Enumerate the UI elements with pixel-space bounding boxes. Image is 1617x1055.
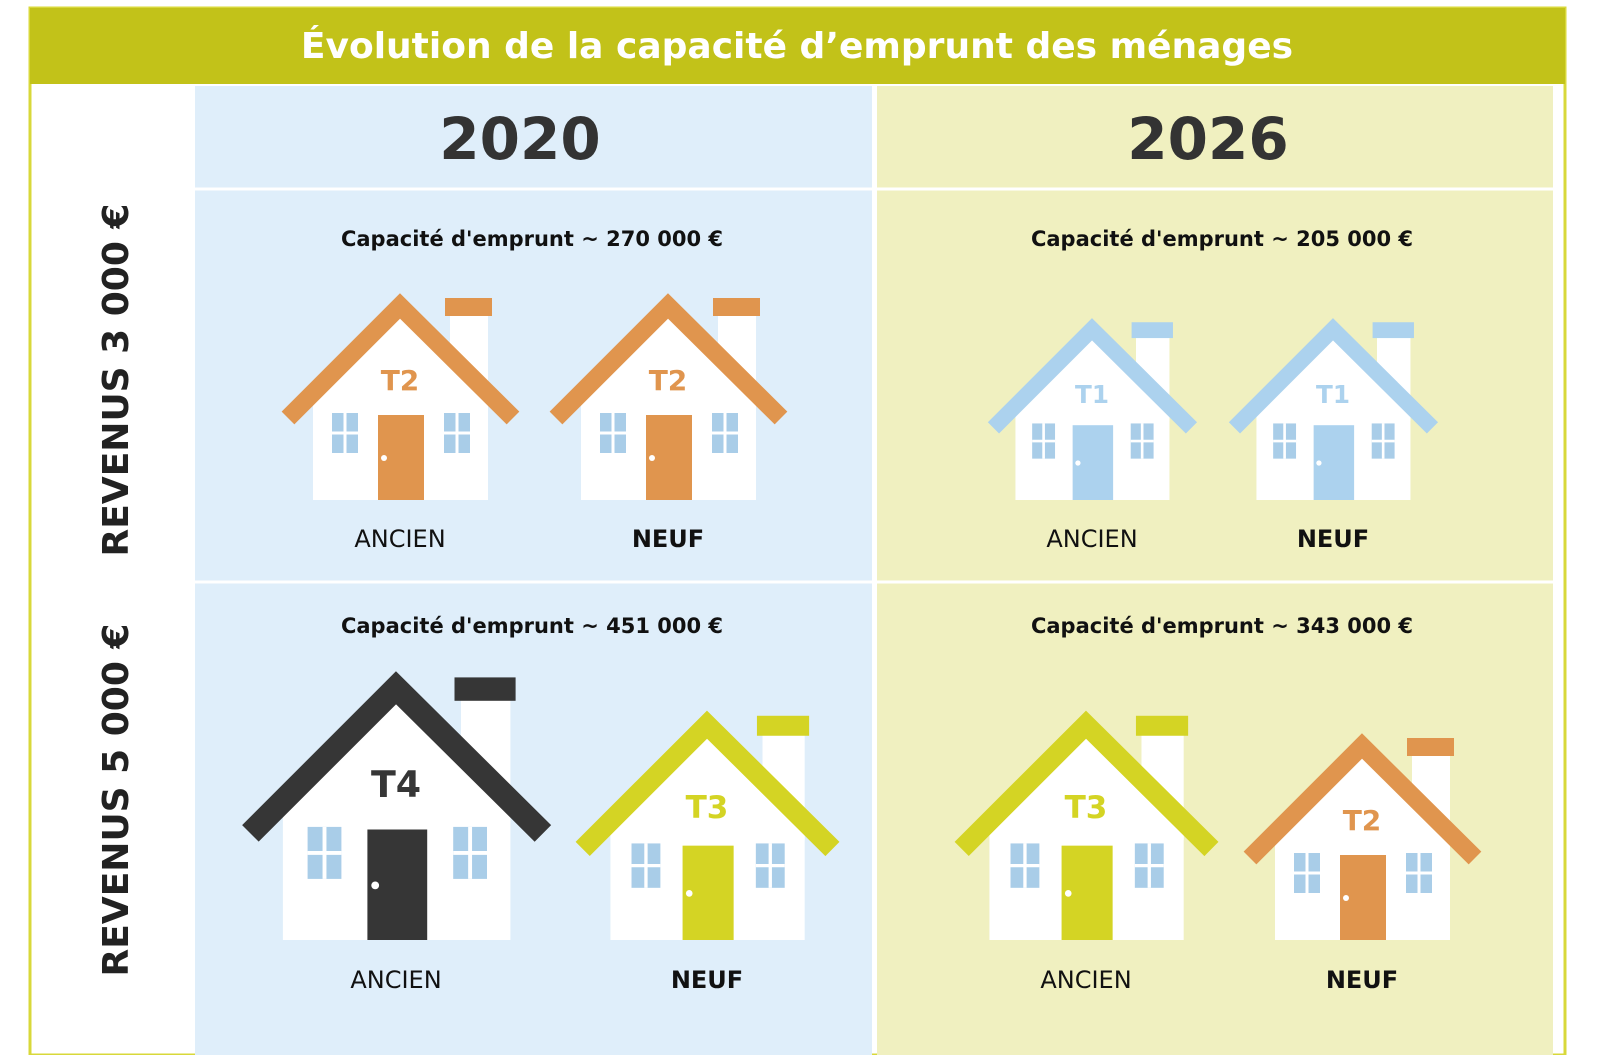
chimney-cap [757, 716, 809, 736]
column-header: 2026 [1127, 105, 1288, 173]
column-header: 2020 [439, 105, 600, 173]
door-knob [371, 882, 379, 890]
house-kind: ANCIEN [1046, 525, 1137, 553]
chimney-cap [445, 298, 492, 316]
chimney-cap [1407, 738, 1454, 756]
room-label: T1 [1075, 380, 1109, 409]
house-kind: ANCIEN [354, 525, 445, 553]
infographic: Évolution de la capacité d’emprunt des m… [0, 0, 1617, 1055]
door-knob [381, 455, 387, 461]
capacity: Capacité d'emprunt ~ 205 000 € [1031, 227, 1413, 251]
row-label: REVENUS 3 000 € [96, 204, 137, 557]
room-label: T2 [1343, 804, 1382, 837]
door-knob [1075, 460, 1080, 465]
room-label: T3 [1065, 790, 1108, 826]
title: Évolution de la capacité d’emprunt des m… [301, 25, 1293, 67]
house-kind: NEUF [1326, 966, 1398, 994]
door-knob [1343, 895, 1349, 901]
chimney-cap [1373, 322, 1414, 338]
row-label: REVENUS 5 000 € [96, 624, 137, 977]
chimney-cap [713, 298, 760, 316]
chimney-cap [455, 677, 516, 700]
room-label: T1 [1316, 380, 1350, 409]
house-kind: ANCIEN [350, 966, 441, 994]
room-label: T2 [381, 364, 420, 397]
chimney-cap [1132, 322, 1173, 338]
house-kind: NEUF [632, 525, 704, 553]
room-label: T4 [371, 763, 421, 806]
door-knob [649, 455, 655, 461]
house-kind: NEUF [1297, 525, 1369, 553]
house-kind: NEUF [671, 966, 743, 994]
room-label: T2 [649, 364, 688, 397]
capacity: Capacité d'emprunt ~ 343 000 € [1031, 614, 1413, 638]
capacity: Capacité d'emprunt ~ 451 000 € [341, 614, 723, 638]
house-kind: ANCIEN [1040, 966, 1131, 994]
door-knob [686, 890, 693, 897]
door-knob [1065, 890, 1072, 897]
room-label: T3 [686, 790, 729, 826]
chimney-cap [1136, 716, 1188, 736]
capacity: Capacité d'emprunt ~ 270 000 € [341, 227, 723, 251]
door-knob [1316, 460, 1321, 465]
